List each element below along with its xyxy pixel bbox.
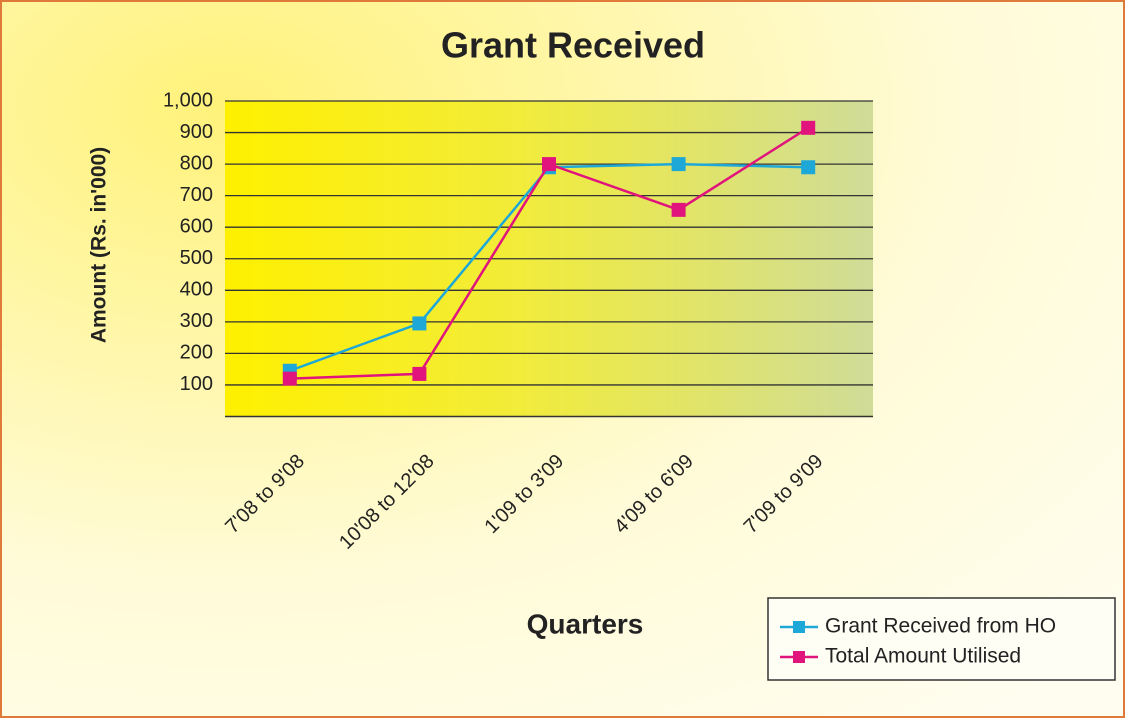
chart-title: Grant Received (441, 25, 705, 66)
point-marker (801, 120, 816, 135)
x-axis-label: Quarters (527, 608, 644, 639)
legend (767, 597, 1116, 681)
point-marker (542, 157, 556, 172)
y-tick-label: 100 (180, 373, 213, 395)
y-tick-label: 400 (180, 279, 213, 301)
legend-label: Total Amount Utilised (825, 645, 1021, 668)
point-marker (801, 160, 816, 175)
point-marker (412, 366, 427, 381)
y-tick-label: 700 (180, 184, 213, 206)
y-tick-label: 500 (180, 247, 213, 269)
y-tick-label: 600 (180, 215, 213, 237)
point-marker (671, 202, 686, 217)
y-tick-label: 900 (180, 121, 213, 143)
legend-label: Grant Received from HO (825, 615, 1056, 638)
legend-marker (793, 621, 805, 633)
legend-marker (793, 651, 805, 663)
point-marker (282, 371, 297, 386)
point-marker (671, 157, 686, 172)
y-tick-label: 800 (180, 152, 213, 174)
point-marker (412, 316, 427, 331)
y-tick-label: 200 (180, 342, 213, 364)
y-axis-label: Amount (Rs. in'000) (88, 147, 111, 343)
y-tick-label: 1,000 (163, 89, 213, 111)
y-tick-label: 300 (180, 310, 213, 332)
